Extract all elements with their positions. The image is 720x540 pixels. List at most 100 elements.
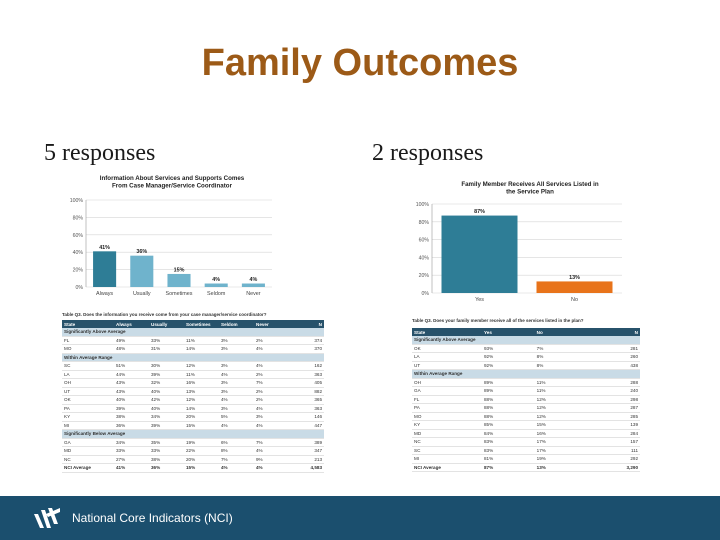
table-header-cell: Sometimes bbox=[184, 320, 219, 328]
left-table-caption: Table Q3. Does the information you recei… bbox=[62, 312, 267, 317]
table-cell: 14% bbox=[184, 344, 219, 354]
table-cell: PA bbox=[62, 404, 114, 413]
chart-title-line: the Service Plan bbox=[506, 189, 554, 196]
table-cell: 39% bbox=[149, 421, 184, 430]
table-cell: 3% bbox=[254, 412, 289, 422]
table-row: GA 34% 35% 19% 6% 7% 389 bbox=[62, 438, 324, 447]
table-cell: 285 bbox=[587, 412, 640, 421]
table-row: OK 93% 7% 281 bbox=[412, 344, 640, 353]
x-tick-label: Yes bbox=[475, 297, 484, 303]
table-header-cell: State bbox=[412, 328, 482, 336]
table-cell: 4% bbox=[219, 395, 254, 405]
table-cell: KY bbox=[412, 420, 482, 430]
table-row: MD 84% 16% 284 bbox=[412, 429, 640, 438]
table-row: PA 88% 12% 287 bbox=[412, 403, 640, 413]
table-row: MI 81% 19% 292 bbox=[412, 454, 640, 464]
table-cell: OH bbox=[412, 378, 482, 387]
table-cell: 298 bbox=[587, 395, 640, 404]
right-state-table: State Yes No N Significantly Above Average OK… bbox=[412, 328, 640, 472]
y-tick-label: 60% bbox=[73, 233, 84, 239]
table-cell: LA bbox=[412, 352, 482, 362]
table-cell: 92% bbox=[482, 361, 535, 370]
table-section-row: Within Average Range bbox=[62, 353, 324, 362]
table-cell: UT bbox=[412, 361, 482, 370]
chart-title-line: Family Member Receives All Services List… bbox=[461, 181, 599, 188]
table-cell: 2% bbox=[254, 370, 289, 379]
table-cell: 31% bbox=[149, 344, 184, 354]
table-cell: GA bbox=[62, 438, 114, 447]
case-manager-info-bar-chart: Information About Services and Supports … bbox=[70, 175, 272, 297]
x-tick-label: Usually bbox=[133, 291, 151, 297]
table-cell: NCI Average bbox=[62, 463, 114, 473]
table-cell: 11% bbox=[534, 386, 588, 396]
table-cell: 34% bbox=[149, 412, 184, 422]
chart-title-line: From Case Manager/Service Coordinator bbox=[112, 183, 233, 190]
table-cell: 17% bbox=[534, 437, 588, 447]
table-cell: 27% bbox=[114, 455, 149, 464]
table-cell: SC bbox=[412, 446, 482, 455]
table-cell: 2% bbox=[254, 395, 289, 405]
table-cell: 35% bbox=[149, 438, 184, 447]
table-cell: 43% bbox=[114, 387, 149, 396]
table-cell: 4% bbox=[254, 361, 289, 371]
x-tick-label: Seldom bbox=[207, 291, 226, 297]
table-cell: 33% bbox=[149, 446, 184, 456]
bar-value-label: 4% bbox=[250, 277, 258, 283]
table-cell: 347 bbox=[289, 446, 324, 456]
table-cell: 281 bbox=[587, 344, 640, 353]
table-row: MI 36% 39% 15% 4% 4% 447 bbox=[62, 421, 324, 430]
table-cell: 39% bbox=[149, 370, 184, 379]
y-tick-label: 100% bbox=[70, 198, 84, 204]
table-cell: 4% bbox=[254, 344, 289, 354]
bar-always bbox=[93, 251, 117, 287]
left-state-table: State Always Usually Sometimes Seldom Never N S… bbox=[62, 320, 324, 473]
table-cell: 438 bbox=[587, 361, 640, 370]
table-cell: 365 bbox=[289, 395, 324, 405]
x-tick-label: No bbox=[571, 297, 578, 303]
table-cell: 3% bbox=[219, 404, 254, 413]
table-cell: NC bbox=[412, 437, 482, 447]
table-cell: 405 bbox=[289, 378, 324, 388]
x-tick-label: Always bbox=[96, 291, 113, 297]
right-table-caption: Table Q3. Does your family member receiv… bbox=[412, 318, 584, 323]
table-section-label: Significantly Below Average bbox=[62, 429, 324, 439]
bar-value-label: 41% bbox=[99, 245, 110, 251]
table-cell: 13% bbox=[184, 387, 219, 396]
table-cell: MD bbox=[412, 429, 482, 438]
table-cell: 213 bbox=[289, 455, 324, 464]
table-cell: 8% bbox=[219, 446, 254, 456]
table-cell: 20% bbox=[184, 455, 219, 464]
table-cell: OH bbox=[62, 378, 114, 388]
table-row: OH 89% 11% 288 bbox=[412, 378, 640, 387]
footer-text: National Core Indicators (NCI) bbox=[72, 511, 233, 525]
table-cell: 374 bbox=[289, 336, 324, 345]
table-cell: 3,290 bbox=[587, 462, 640, 472]
table-section-label: Significantly Above Average bbox=[62, 328, 324, 337]
table-cell: 19% bbox=[184, 438, 219, 447]
table-cell: MO bbox=[412, 412, 482, 421]
table-header-cell: N bbox=[587, 328, 640, 336]
y-tick-label: 0% bbox=[422, 291, 430, 297]
table-cell: 22% bbox=[184, 446, 219, 456]
table-header-cell: No bbox=[534, 328, 588, 336]
table-section-row: Significantly Above Average bbox=[412, 336, 640, 345]
nci-logo-icon bbox=[34, 508, 60, 528]
table-cell: 16% bbox=[534, 429, 588, 438]
table-cell: 12% bbox=[184, 395, 219, 405]
table-cell: 2% bbox=[254, 336, 289, 345]
table-row: GA 89% 11% 240 bbox=[412, 386, 640, 396]
table-cell: 12% bbox=[184, 361, 219, 371]
table-cell: 13% bbox=[534, 462, 588, 472]
table-cell: 14% bbox=[184, 404, 219, 413]
table-cell: 292 bbox=[587, 454, 640, 464]
table-cell: 146 bbox=[289, 412, 324, 422]
table-cell: 389 bbox=[289, 438, 324, 447]
table-cell: 139 bbox=[587, 420, 640, 430]
table-cell: 4% bbox=[219, 370, 254, 379]
table-cell: 3% bbox=[219, 361, 254, 371]
table-row: UT 43% 40% 13% 3% 2% 882 bbox=[62, 387, 324, 396]
table-header-cell: N bbox=[289, 320, 324, 328]
table-cell: 12% bbox=[534, 395, 588, 404]
table-cell: 11% bbox=[534, 378, 588, 387]
table-cell: 88% bbox=[482, 403, 535, 413]
